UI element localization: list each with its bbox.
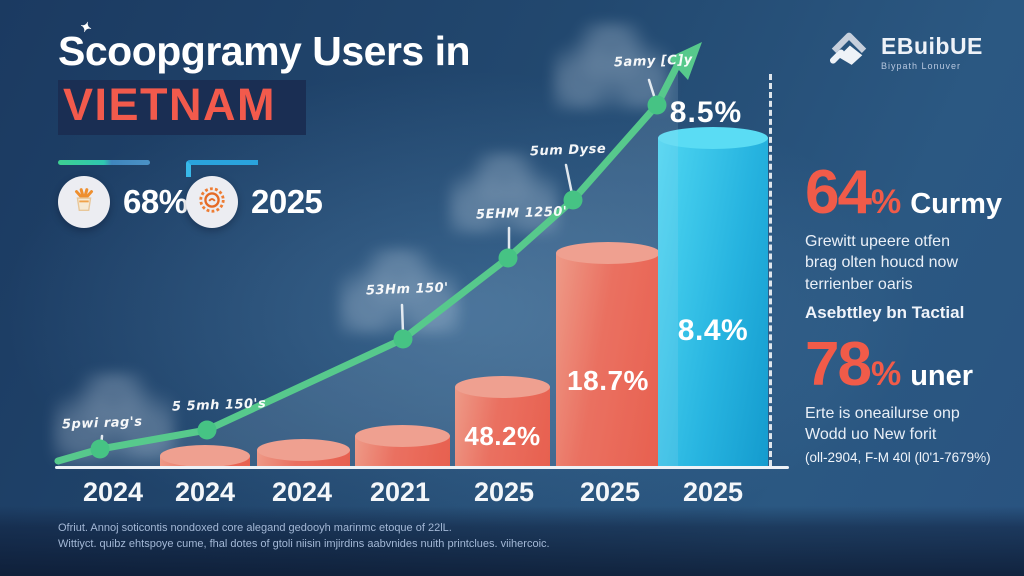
title-highlight-box: VIETNAM — [58, 80, 306, 135]
bar-2025-b — [556, 242, 660, 466]
stat-block-1: 64 % Curmy Grewitt upeere otfen brag olt… — [805, 162, 1010, 323]
page-title-line2: VIETNAM — [63, 79, 276, 130]
x-axis-label: 2024 — [271, 477, 333, 507]
bar-2024-b — [160, 445, 250, 467]
logo-name: EBuibUE — [881, 32, 983, 59]
kpi-year: 2025 — [186, 160, 323, 228]
stat-label: Curmy — [910, 188, 1003, 220]
kpi-value: 68% — [123, 183, 188, 220]
stat-subtext: Asebttley bn Tactial — [805, 302, 965, 322]
x-axis-label: 2021 — [369, 477, 431, 507]
stat-percent-sign: % — [870, 183, 902, 221]
stat-label: uner — [910, 360, 974, 392]
line-point-label: 5amy [C]y — [613, 52, 694, 71]
header: ✦ Scoopgramy Users in VIETNAM — [58, 18, 471, 135]
bracket-line — [186, 160, 258, 177]
progress-bar — [58, 160, 150, 165]
footnote-line1: Ofriut. Annoj soticontis nondoxed core a… — [58, 522, 452, 534]
kpi-badge — [58, 176, 110, 228]
logo-tagline: Biypath Lonuver — [881, 60, 962, 71]
x-axis-label: 2025 — [682, 477, 744, 507]
line-point-label: 5um Dyse — [529, 141, 607, 160]
fries-icon — [69, 185, 99, 220]
line-point-label: 53Hm 150' — [365, 280, 449, 299]
kpi-badge — [186, 176, 238, 228]
stat-description: Grewitt upeere otfen brag olten houcd no… — [805, 233, 958, 293]
line-point-label: 5EHM 1250' — [475, 204, 568, 223]
x-axis — [55, 466, 789, 469]
x-axis-label: 2025 — [579, 477, 641, 507]
brand-logo: EBuibUE Biypath Lonuver — [826, 28, 983, 75]
dashed-guide-line — [769, 74, 772, 466]
diamond-logo-icon — [826, 28, 872, 75]
stat-description: Erte is oneailurse onp Wodd uo New forit — [805, 405, 960, 444]
kpi-users-percent: 68% — [58, 160, 188, 228]
stat-percent-sign: % — [870, 355, 902, 393]
footnote: Ofriut. Annoj soticontis nondoxed core a… — [58, 521, 550, 553]
line-point-label: 5pwi rag's — [61, 414, 143, 433]
stat-subtext: (oll-2904, F-M 40l (l0'1-7679%) — [805, 449, 991, 465]
line-point-label: 5 5mh 150's — [171, 396, 267, 415]
bar-2021 — [355, 425, 450, 466]
stat-number: 64 — [805, 158, 872, 227]
x-axis-label: 2024 — [174, 477, 236, 507]
x-axis-label: 2025 — [473, 477, 535, 507]
kpi-value: 2025 — [251, 183, 323, 220]
footnote-line2: Wittiyct. quibz ehtspoye cume, fhal dote… — [58, 537, 550, 550]
footer-band — [0, 506, 1024, 576]
page-title-line1: Scoopgramy Users in — [58, 28, 471, 74]
stat-number: 78 — [805, 330, 872, 399]
stat-block-2: 78 % uner Erte is oneailurse onp Wodd uo… — [805, 334, 1010, 465]
stamp-icon — [197, 185, 227, 220]
bar-value-label: 18.7% — [567, 365, 649, 396]
bar-value-label: 48.2% — [464, 421, 541, 451]
page-title: ✦ Scoopgramy Users in — [58, 18, 471, 75]
bar-value-label: 8.4% — [677, 314, 749, 347]
annotation-percent: 8.5% — [669, 96, 743, 129]
x-axis-label: 2024 — [82, 477, 144, 507]
bar-2025-c — [658, 127, 768, 466]
bar-2024-c — [257, 439, 350, 466]
